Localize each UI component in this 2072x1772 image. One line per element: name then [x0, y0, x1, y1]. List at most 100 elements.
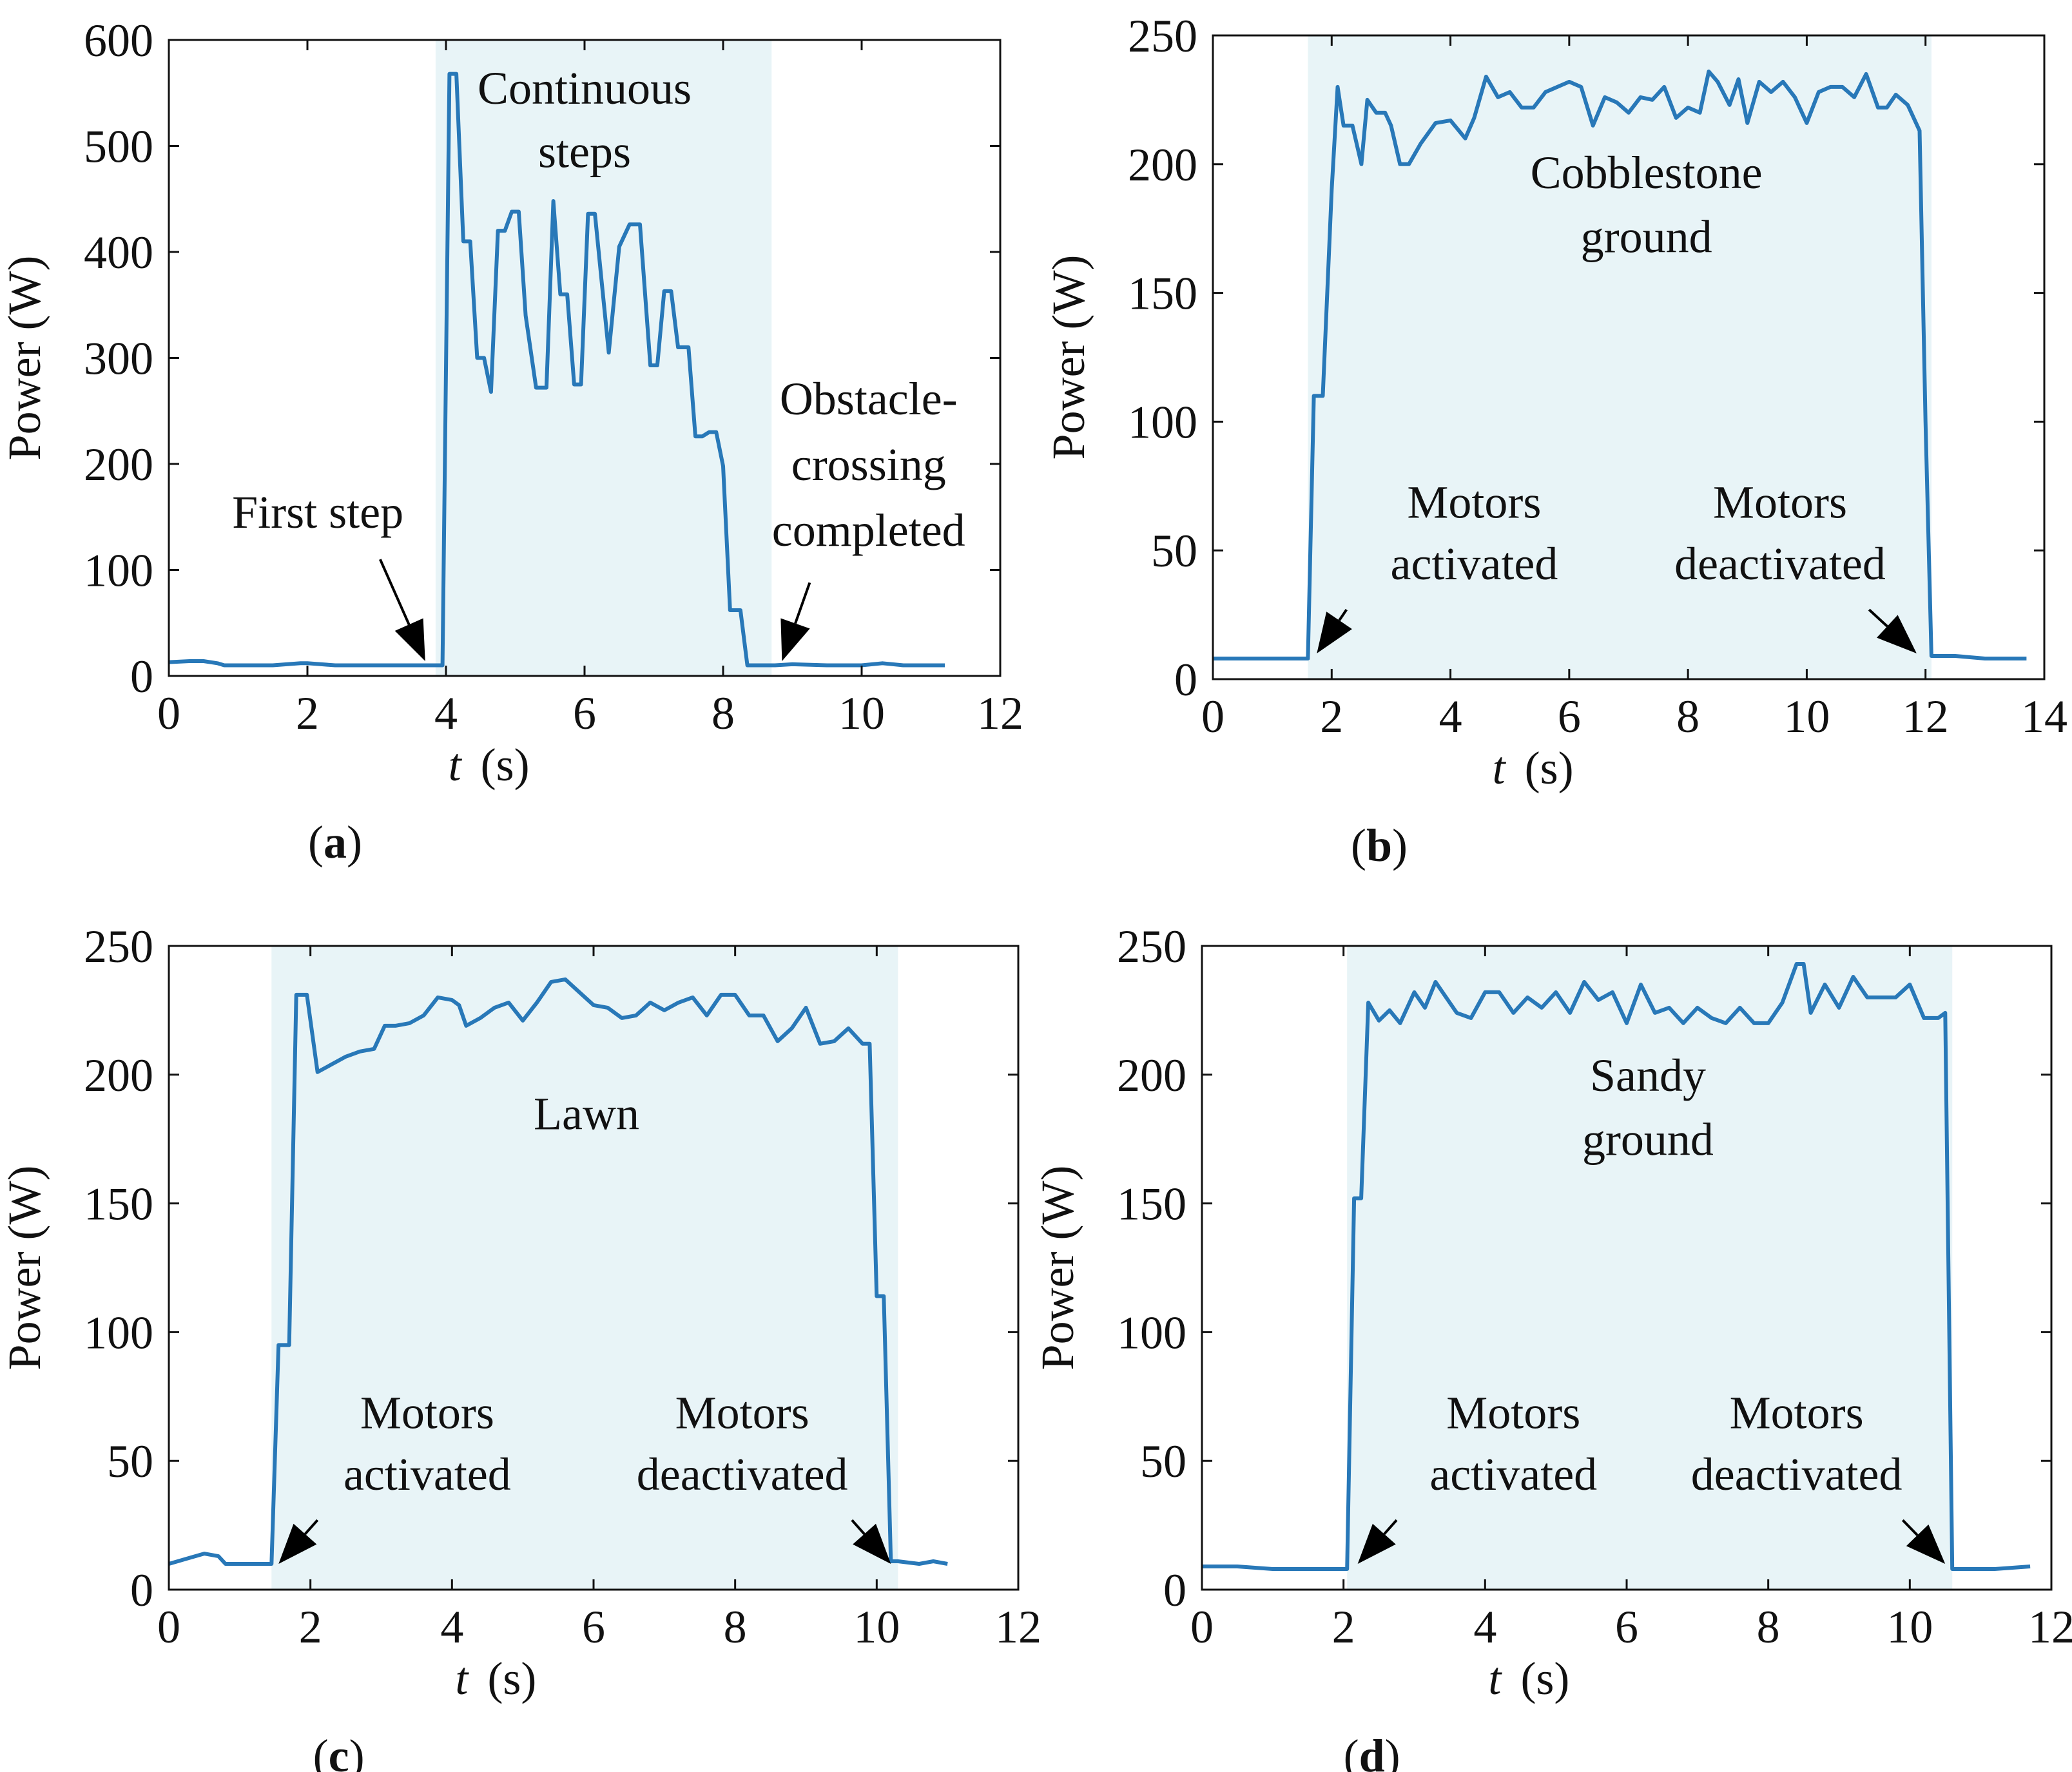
panel-a-x-axis-unit: (s) [481, 739, 530, 791]
panel-b-arrow-head [1317, 612, 1352, 654]
panel-d-x-axis-variable: t [1488, 1653, 1502, 1704]
panel-c-y-ticks: 0 50 100 150 200 250 [84, 921, 1018, 1616]
panel-d-x-tick-label: 2 [1332, 1601, 1355, 1653]
panel-c-annotation: Motors [360, 1387, 494, 1438]
panel-c-x-tick-label: 0 [157, 1601, 180, 1653]
panel-d-caption-letter: d [1359, 1730, 1385, 1772]
panel-a-y-tick-label: 200 [84, 439, 153, 490]
panel-d-power-line [1202, 962, 2031, 1571]
panel-a-y-axis-label: Power (W) [0, 256, 50, 461]
panel-d-shaded-region [1347, 946, 1953, 1590]
panel-a-x-tick-label: 4 [434, 688, 458, 739]
panel-c: 0 2 4 6 8 10 12 0 50 100 150 200 250 Lawn Motors acti… [0, 921, 1041, 1772]
panel-c-y-tick-label: 100 [84, 1307, 153, 1358]
panel-c-y-tick-label: 200 [84, 1050, 153, 1101]
panel-d-x-tick-label: 10 [1886, 1601, 1933, 1653]
panel-c-y-tick-label: 150 [84, 1179, 153, 1230]
panel-a-annotation: completed [772, 505, 965, 556]
panel-a-caption: (a) [308, 816, 362, 868]
panel-c-x-tick-label: 10 [853, 1601, 900, 1653]
panel-a-annotations: Continuous steps First step Obstacle-crossi… [232, 63, 965, 556]
panel-c-x-tick-label: 6 [582, 1601, 605, 1653]
panel-b-arrows [1317, 608, 1917, 654]
panel-a-y-tick-label: 600 [84, 15, 153, 66]
panel-a-x-axis-variable: t [449, 739, 463, 791]
panel-b-y-tick-label: 200 [1128, 139, 1197, 191]
panel-d-x-axis-label: t (s) [1488, 1653, 1569, 1704]
panel-d-annotations: Sandy ground Motors activated Motors deactiva… [1429, 1050, 1902, 1500]
panel-b-annotation: ground [1581, 211, 1712, 263]
panel-b-annotation: Motors [1407, 476, 1541, 528]
panel-a-y-ticks: 0 100 200 300 400 500 600 [84, 15, 1000, 702]
panel-d-x-axis-unit: (s) [1520, 1653, 1569, 1704]
panel-c-arrow-shaft [851, 1519, 866, 1536]
panel-a-x-tick-label: 12 [977, 688, 1023, 739]
panel-d-x-tick-label: 6 [1615, 1601, 1638, 1653]
panel-d-y-tick-label: 50 [1140, 1436, 1186, 1487]
panel-b-annotation: deactivated [1674, 538, 1886, 590]
panel-c-arrow-head [853, 1523, 891, 1565]
panel-a-arrow-head [780, 618, 810, 661]
panel-b-x-axis-unit: (s) [1525, 742, 1574, 794]
panel-a-annotation: First step [232, 486, 403, 538]
panel-d-arrow-shaft [1383, 1519, 1398, 1536]
panel-d-arrow-head [1906, 1524, 1946, 1565]
panel-d-y-tick-label: 0 [1163, 1565, 1186, 1616]
panel-d-annotation: activated [1429, 1449, 1597, 1500]
panel-d-annotation: deactivated [1691, 1449, 1903, 1500]
panel-c-x-ticks: 0 2 4 6 8 10 12 [157, 946, 1041, 1653]
panel-d-y-tick-label: 150 [1117, 1179, 1186, 1230]
panel-a-y-tick-label: 300 [84, 333, 153, 385]
panel-d-y-tick-label: 100 [1117, 1307, 1186, 1358]
panel-d-annotation: Motors [1446, 1387, 1580, 1438]
panel-a-arrows [379, 559, 811, 661]
panel-b-x-tick-label: 8 [1676, 691, 1699, 742]
panel-a-y-tick-label: 400 [84, 227, 153, 278]
panel-b-arrow-head [1877, 615, 1917, 654]
panel-b-y-axis-label: Power (W) [1043, 255, 1094, 460]
panel-a-arrow-shaft [794, 582, 811, 624]
panel-a-x-tick-label: 2 [296, 688, 319, 739]
panel-d-arrows [1357, 1519, 1946, 1565]
panel-d-x-ticks: 0 2 4 6 8 10 12 [1190, 946, 2072, 1653]
panel-b-power-line [1213, 69, 2027, 660]
panel-c-caption-letter: c [329, 1730, 349, 1772]
panel-c-x-axis-variable: t [455, 1653, 469, 1704]
panel-b-y-tick-label: 0 [1174, 654, 1197, 706]
panel-c-shaded-region [271, 946, 898, 1590]
panel-a-annotation: crossing [791, 439, 946, 490]
panel-c-arrow-shaft [304, 1519, 319, 1536]
panel-d-arrow-shaft [1901, 1519, 1919, 1536]
panel-b-annotations: Cobblestone ground Motors activated Motors de… [1391, 147, 1886, 590]
panel-d-annotation: ground [1582, 1114, 1714, 1166]
panel-c-annotation: Lawn [534, 1088, 639, 1140]
panel-a-annotation: steps [538, 126, 631, 178]
panel-b-y-tick-label: 150 [1128, 268, 1197, 320]
panel-b-arrow-shaft [1868, 608, 1888, 628]
panel-c-y-tick-label: 0 [130, 1565, 153, 1616]
panel-d-annotation: Motors [1730, 1387, 1864, 1438]
panel-c-x-axis-unit: (s) [487, 1653, 536, 1704]
panel-d-arrow-head [1357, 1523, 1396, 1565]
panel-c-power-line [168, 977, 948, 1566]
panel-d-annotation: Sandy [1590, 1050, 1706, 1101]
panel-d-y-tick-label: 250 [1117, 921, 1186, 972]
panel-a-annotation: Continuous [478, 63, 692, 114]
panel-d: 0 2 4 6 8 10 12 0 50 100 150 200 250 Sandy ground Mot… [1032, 921, 2072, 1772]
panel-c-caption: (c) [313, 1730, 365, 1772]
panel-c-annotations: Lawn Motors activated Motors deactivated [344, 1088, 848, 1500]
panel-b-x-tick-label: 2 [1320, 691, 1343, 742]
panel-c-annotation: deactivated [637, 1449, 848, 1500]
panel-b-plot-frame [1212, 34, 2046, 680]
panel-b-x-tick-label: 12 [1903, 691, 1949, 742]
panel-a-caption-letter: a [324, 816, 347, 868]
panel-a-x-ticks: 0 2 4 6 8 10 12 [157, 40, 1023, 739]
panel-d-y-tick-label: 200 [1117, 1050, 1186, 1101]
panel-b-caption-letter: b [1366, 820, 1392, 871]
panel-b-x-tick-label: 6 [1558, 691, 1581, 742]
panel-b-x-ticks: 0 2 4 6 8 10 12 14 [1201, 35, 2067, 742]
panel-b-annotation: activated [1391, 538, 1558, 590]
panel-b-shaded-region [1308, 35, 1932, 679]
panel-d-x-tick-label: 0 [1190, 1601, 1214, 1653]
panel-b-arrow-shaft [1338, 608, 1348, 621]
